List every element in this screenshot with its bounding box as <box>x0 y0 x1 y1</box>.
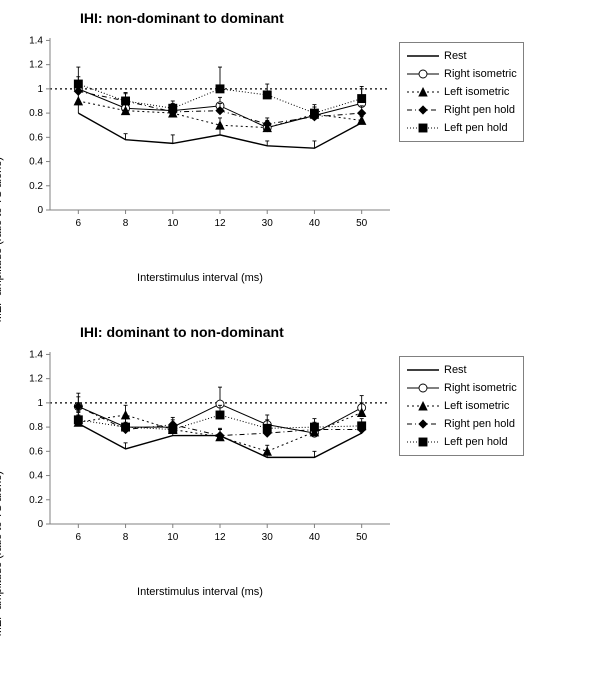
svg-text:0: 0 <box>37 519 43 530</box>
svg-text:6: 6 <box>76 532 82 543</box>
svg-text:8: 8 <box>123 218 129 229</box>
svg-text:0.8: 0.8 <box>29 108 43 119</box>
legend-label: Left pen hold <box>444 122 508 134</box>
legend-bottom: Rest Right isometric Left isometric Right p… <box>399 356 524 456</box>
legend-label: Right pen hold <box>444 104 515 116</box>
legend-item-leftIsometric: Left isometric <box>406 83 517 101</box>
svg-text:1.2: 1.2 <box>29 60 43 71</box>
legend-item-rest: Rest <box>406 361 517 379</box>
svg-text:1: 1 <box>37 398 43 409</box>
svg-text:8: 8 <box>123 532 129 543</box>
legend-item-leftPenHold: Left pen hold <box>406 119 517 137</box>
svg-text:12: 12 <box>214 218 226 229</box>
chart-bottom-svg: 0 0.2 0.4 0.6 0.8 1 1.2 1.4 6 8 10 12 30 40 50 <box>0 344 400 564</box>
svg-text:1.4: 1.4 <box>29 35 43 46</box>
chart-top-title: IHI: non-dominant to dominant <box>80 10 600 26</box>
legend-item-rightIsometric: Right isometric <box>406 65 517 83</box>
svg-text:0.4: 0.4 <box>29 471 43 482</box>
svg-text:30: 30 <box>262 218 274 229</box>
chart-bottom-title: IHI: dominant to non-dominant <box>80 324 600 340</box>
chart-top-block: IHI: non-dominant to dominant MEP amplit… <box>0 10 600 284</box>
legend-label: Left pen hold <box>444 436 508 448</box>
svg-text:0.8: 0.8 <box>29 422 43 433</box>
svg-text:0: 0 <box>37 205 43 216</box>
svg-text:50: 50 <box>356 532 368 543</box>
svg-text:10: 10 <box>167 532 179 543</box>
legend-label: Left isometric <box>444 86 509 98</box>
svg-text:0.6: 0.6 <box>29 132 43 143</box>
legend-item-leftIsometric: Left isometric <box>406 397 517 415</box>
svg-text:12: 12 <box>214 532 226 543</box>
chart-bottom-block: IHI: dominant to non-dominant MEP amplit… <box>0 324 600 598</box>
legend-label: Right pen hold <box>444 418 515 430</box>
legend-label: Right isometric <box>444 68 517 80</box>
legend-label: Rest <box>444 50 467 62</box>
legend-top: Rest Right isometric Left isometric Right p… <box>399 42 524 142</box>
legend-label: Right isometric <box>444 382 517 394</box>
legend-label: Left isometric <box>444 400 509 412</box>
svg-text:0.6: 0.6 <box>29 446 43 457</box>
legend-item-rest: Rest <box>406 47 517 65</box>
svg-text:1.2: 1.2 <box>29 374 43 385</box>
legend-label: Rest <box>444 364 467 376</box>
svg-text:30: 30 <box>262 532 274 543</box>
chart-bottom-area: MEP amplitude (ratio to TS alone) 00.20.… <box>0 344 400 598</box>
chart-top-svg: 0 0.2 0.4 0.6 0.8 1 1.2 1.4 6 8 10 12 30 40 50 <box>0 30 400 250</box>
chart-top-area: MEP amplitude (ratio to TS alone) 00.20.… <box>0 30 400 284</box>
svg-text:1: 1 <box>37 84 43 95</box>
svg-text:0.4: 0.4 <box>29 157 43 168</box>
legend-item-rightIsometric: Right isometric <box>406 379 517 397</box>
legend-item-leftPenHold: Left pen hold <box>406 433 517 451</box>
svg-text:0.2: 0.2 <box>29 495 43 506</box>
x-axis-label: Interstimulus interval (ms) <box>0 272 400 284</box>
svg-text:40: 40 <box>309 532 321 543</box>
y-axis-label: MEP amplitude (ratio to TS alone) <box>0 157 4 322</box>
svg-text:0.2: 0.2 <box>29 181 43 192</box>
svg-text:1.4: 1.4 <box>29 349 43 360</box>
y-axis-label: MEP amplitude (ratio to TS alone) <box>0 471 4 636</box>
legend-item-rightPenHold: Right pen hold <box>406 101 517 119</box>
x-axis-label: Interstimulus interval (ms) <box>0 586 400 598</box>
figure-container: IHI: non-dominant to dominant MEP amplit… <box>0 0 600 658</box>
svg-text:10: 10 <box>167 218 179 229</box>
legend-item-rightPenHold: Right pen hold <box>406 415 517 433</box>
svg-text:40: 40 <box>309 218 321 229</box>
svg-text:6: 6 <box>76 218 82 229</box>
svg-text:50: 50 <box>356 218 368 229</box>
